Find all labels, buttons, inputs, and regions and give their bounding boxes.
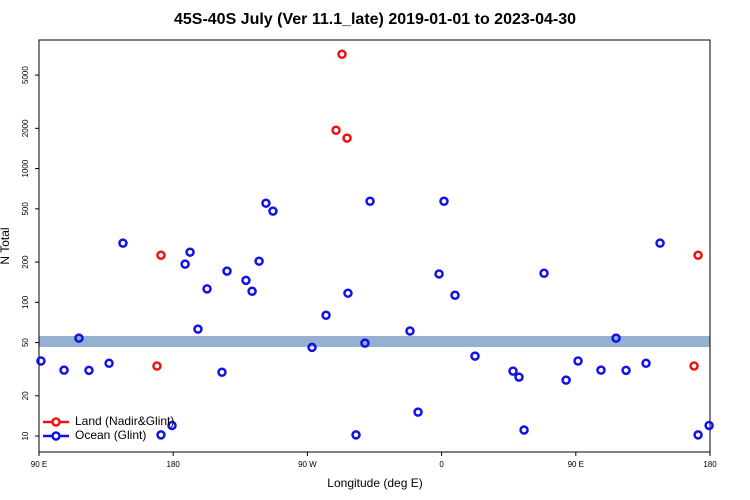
point <box>611 333 621 343</box>
point <box>247 286 257 296</box>
point <box>217 367 227 377</box>
point <box>519 425 529 435</box>
point <box>655 238 665 248</box>
point <box>405 326 415 336</box>
point <box>152 361 162 371</box>
point <box>342 133 352 143</box>
point <box>84 365 94 376</box>
point <box>621 365 631 376</box>
y-tick-label: 20 <box>21 391 30 400</box>
point <box>268 206 278 216</box>
y-tick-label: 5000 <box>21 66 30 84</box>
point <box>156 250 166 260</box>
x-tick-label: 180 <box>703 460 717 469</box>
point <box>307 342 317 353</box>
legend-label: Land (Nadir&Glint) <box>75 414 174 428</box>
point <box>561 375 571 385</box>
point <box>434 269 444 279</box>
point <box>514 372 524 382</box>
point <box>641 358 651 369</box>
point <box>331 125 341 135</box>
point <box>343 288 353 298</box>
point <box>704 420 714 431</box>
reference-band <box>39 336 710 347</box>
plot-frame <box>38 39 711 453</box>
point <box>508 366 518 376</box>
y-tick-label: 50 <box>21 338 30 347</box>
point <box>261 198 271 208</box>
y-tick-label: 500 <box>21 202 30 216</box>
point <box>573 356 583 366</box>
point <box>413 407 423 417</box>
point <box>321 310 331 321</box>
point <box>470 351 480 361</box>
x-axis-label: Longitude (deg E) <box>327 476 422 490</box>
point <box>254 256 264 266</box>
x-tick-label: 90 E <box>568 460 584 469</box>
y-tick-label: 100 <box>21 295 30 309</box>
x-tick-label: 0 <box>439 460 444 469</box>
point <box>689 361 699 371</box>
point <box>360 338 370 348</box>
point <box>185 247 195 257</box>
point <box>241 275 251 286</box>
y-tick-label: 200 <box>21 255 30 269</box>
x-tick-label: 90 W <box>298 460 317 469</box>
point <box>450 290 460 300</box>
legend-marker <box>51 417 61 427</box>
point <box>180 259 190 269</box>
point <box>36 356 46 366</box>
chart-title: 45S-40S July (Ver 11.1_late) 2019-01-01 … <box>174 11 576 28</box>
point <box>439 196 449 206</box>
point <box>351 430 361 440</box>
legend-label: Ocean (Glint) <box>75 428 146 442</box>
x-tick-label: 180 <box>167 460 181 469</box>
x-tick-label: 90 E <box>31 460 47 469</box>
point <box>365 196 375 206</box>
point <box>596 365 606 375</box>
legend-marker <box>51 431 61 441</box>
point <box>156 430 166 440</box>
point <box>202 284 212 294</box>
y-axis-label: N Total <box>0 227 12 264</box>
y-tick-label: 10 <box>21 431 30 440</box>
point <box>118 238 128 248</box>
point <box>74 333 84 343</box>
point <box>693 250 703 260</box>
point <box>693 430 703 440</box>
point <box>193 324 203 334</box>
point <box>337 49 347 59</box>
y-tick-label: 1000 <box>21 159 30 177</box>
point <box>539 268 549 278</box>
point <box>59 365 69 375</box>
point <box>104 358 114 369</box>
y-tick-label: 2000 <box>21 119 30 137</box>
point <box>167 420 177 431</box>
point <box>222 266 232 276</box>
